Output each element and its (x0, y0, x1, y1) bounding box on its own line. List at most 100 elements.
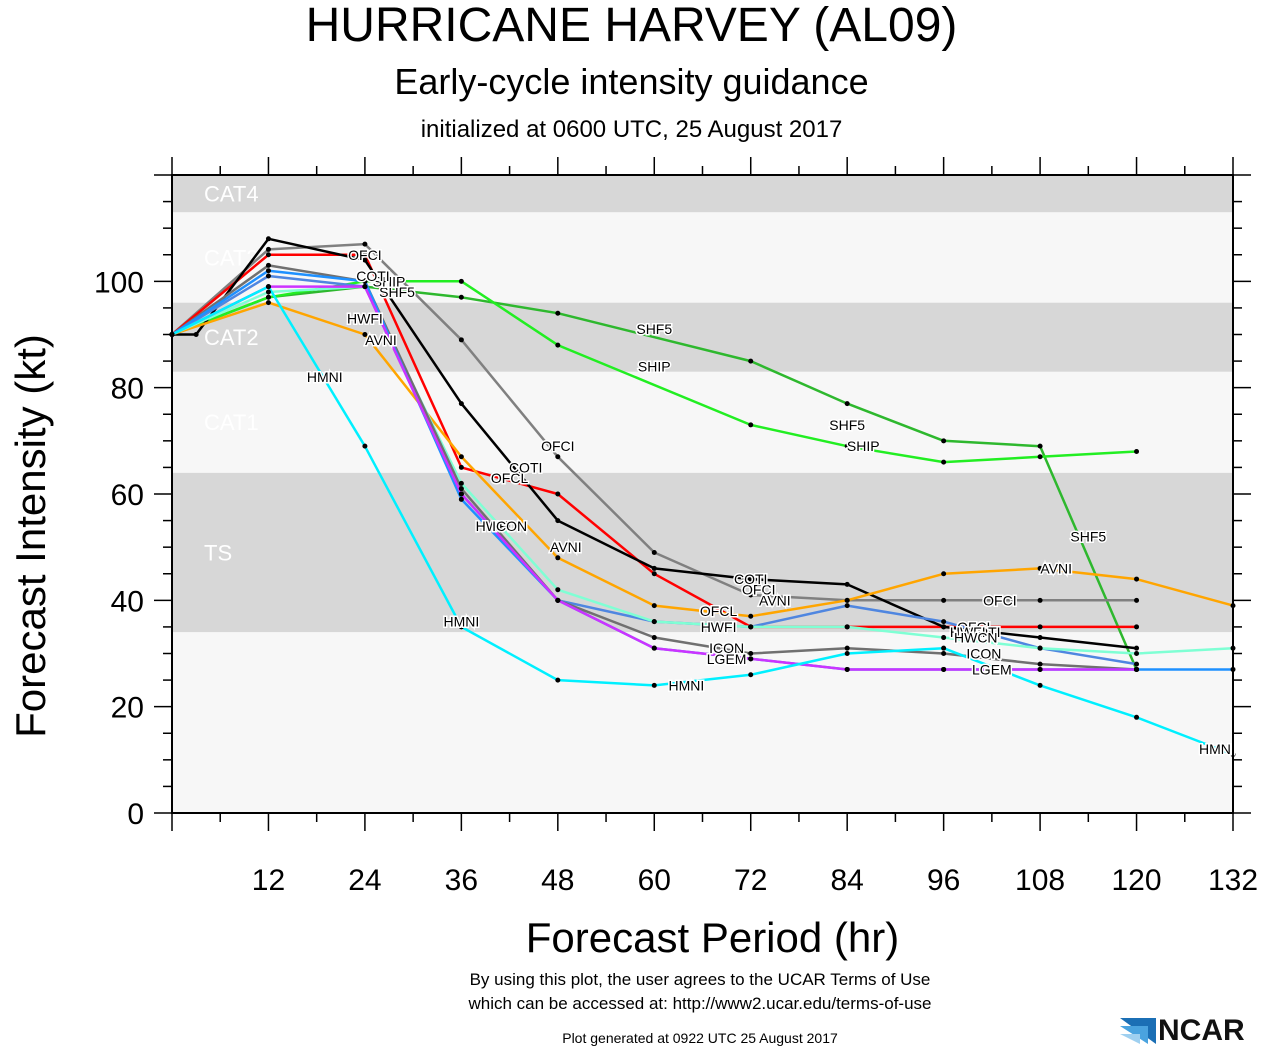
ncar-logo-icon (1120, 1018, 1156, 1044)
data-point (265, 300, 271, 306)
chart-title: HURRICANE HARVEY (AL09) (305, 0, 958, 52)
data-point (265, 284, 271, 290)
data-point (362, 332, 368, 337)
band-label: CAT4 (204, 182, 259, 207)
data-point (265, 268, 271, 274)
data-point (748, 613, 754, 619)
series-label: COTI (356, 268, 389, 284)
series-label: OFCL (491, 470, 529, 486)
x-tick-label: 24 (348, 864, 381, 897)
data-point (265, 289, 271, 295)
series-label: AVNI (365, 332, 397, 348)
data-point (458, 624, 464, 630)
data-point (844, 443, 850, 449)
data-point (458, 278, 464, 284)
data-point (748, 358, 754, 364)
series-line-shf5 (171, 285, 1138, 670)
series-label: SHIP (847, 438, 880, 454)
x-axis-label: Forecast Period (hr) (526, 914, 899, 961)
series-label: HMNI (1199, 741, 1235, 757)
data-point (458, 464, 464, 470)
data-point (555, 342, 561, 348)
generated-time: Plot generated at 0922 UTC 25 August 201… (562, 1030, 838, 1046)
series-label: OFCI (541, 438, 574, 454)
data-point (1134, 576, 1140, 582)
series-label: ICON (492, 518, 527, 534)
data-point (265, 273, 271, 279)
series-label: OFCL (957, 619, 995, 635)
series-label: OFCL (700, 603, 738, 619)
data-point (1037, 597, 1043, 603)
data-point (555, 310, 561, 316)
data-point (265, 252, 271, 258)
data-point (1037, 565, 1043, 571)
data-point (748, 422, 754, 428)
data-point (651, 549, 657, 555)
x-tick-label: 72 (734, 864, 767, 897)
data-point (1134, 645, 1140, 651)
data-point (1134, 651, 1140, 656)
data-point (193, 332, 199, 337)
data-point (362, 278, 368, 284)
data-point (1134, 624, 1140, 630)
series-label: HWCN (954, 630, 998, 646)
y-tick-label: 40 (111, 585, 144, 618)
x-tick-label: 48 (541, 864, 574, 897)
series-label: ICON (709, 640, 744, 656)
series-label: COTI (967, 624, 1000, 640)
data-point (1037, 635, 1043, 641)
ncar-logo: NCAR (1118, 1010, 1263, 1050)
band-below-ts (172, 632, 1233, 813)
series-label: SHF5 (636, 321, 672, 337)
series-label: ICON (966, 646, 1001, 662)
data-point (458, 401, 464, 407)
init-time: initialized at 0600 UTC, 25 August 2017 (420, 116, 843, 143)
data-point (748, 576, 754, 582)
series-line-avni (171, 301, 1234, 618)
x-tick-label: 60 (638, 864, 671, 897)
y-tick-label: 80 (111, 373, 144, 406)
data-point (651, 635, 657, 641)
data-point (844, 624, 850, 630)
data-point (458, 337, 464, 343)
data-point (748, 672, 754, 678)
data-point (651, 565, 657, 571)
data-point (844, 603, 850, 609)
chart-subtitle: Early-cycle intensity guidance (394, 61, 869, 102)
y-tick-label: 100 (94, 266, 144, 299)
data-point (941, 619, 947, 625)
data-point (458, 294, 464, 300)
series-label: COTI (509, 459, 542, 475)
data-point (265, 236, 271, 242)
series-label: OFCI (983, 592, 1016, 608)
series-label: SHF5 (1070, 529, 1106, 545)
terms-line-2: which can be accessed at: http://www2.uc… (468, 994, 932, 1013)
data-point (458, 454, 464, 460)
data-point (748, 624, 754, 630)
band-cat2 (172, 302, 1233, 372)
data-point (1134, 448, 1140, 454)
data-point (941, 597, 947, 603)
data-point (844, 581, 850, 587)
band-label: CAT2 (204, 325, 259, 350)
data-point (651, 645, 657, 651)
data-point (1037, 661, 1043, 667)
series-label: AVNI (759, 592, 791, 608)
data-point (651, 571, 657, 577)
data-point (844, 651, 850, 656)
data-point (458, 486, 464, 492)
data-point (1037, 682, 1043, 688)
series-label: SHF5 (379, 284, 415, 300)
data-point (555, 491, 561, 497)
data-point (1134, 661, 1140, 667)
series-label: HMNI (307, 369, 343, 385)
series-label: AVNI (1040, 560, 1072, 576)
data-point (844, 666, 850, 672)
series-label: AVNI (550, 539, 582, 555)
data-point (1037, 666, 1043, 672)
data-point (265, 262, 271, 268)
data-point (1134, 714, 1140, 720)
x-tick-label: 108 (1015, 864, 1065, 897)
data-point (555, 587, 561, 593)
